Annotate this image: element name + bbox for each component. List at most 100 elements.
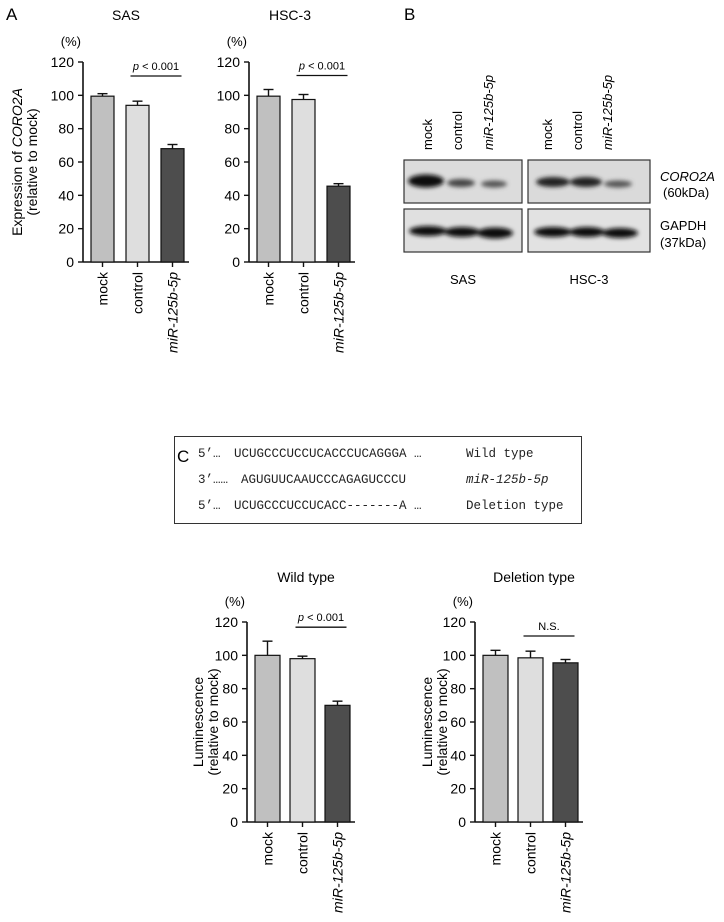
seq-mirna: AGUGUUCAAUCCCAGAGUCCCU: [241, 473, 407, 487]
wb-lane-label: control: [570, 111, 585, 150]
x-tick-label: control: [295, 832, 311, 874]
wb-protein2-label: GAPDH: [660, 218, 706, 233]
wb-lane-label: miR-125b-5p: [600, 75, 615, 150]
y-tick-label: 40: [58, 187, 74, 203]
seq-label-mirna: miR-125b-5p: [466, 473, 549, 487]
y-tick-label: 120: [215, 614, 239, 630]
wb-band: [570, 177, 602, 187]
wb-band: [536, 177, 570, 187]
y-tick-label: 100: [51, 87, 75, 103]
wb-band: [604, 180, 632, 188]
bar: [289, 658, 316, 823]
panel-label-b: B: [404, 5, 415, 24]
y-tick-label: 60: [222, 714, 238, 730]
wb-group-label-hsc3: HSC-3: [569, 272, 608, 287]
y-tick-label: 60: [450, 714, 466, 730]
x-tick-label: mock: [95, 271, 111, 305]
seq-label-deletion-type: Deletion type: [466, 499, 564, 513]
sequence-alignment-box: [174, 436, 582, 524]
wb-band: [602, 228, 638, 238]
wb-group-label-sas: SAS: [450, 272, 476, 287]
y-tick-label: 60: [58, 154, 74, 170]
chart-title: SAS: [112, 7, 140, 23]
y-axis-label-sub: (relative to mock): [434, 668, 450, 775]
y-tick-label: 80: [222, 681, 238, 697]
y-tick-label: 0: [458, 814, 466, 830]
wb-band: [408, 174, 444, 188]
wb-band: [409, 226, 447, 236]
y-tick-label: 80: [58, 121, 74, 137]
wb-protein1-size: (60kDa): [663, 185, 709, 200]
wb-lane-label: mock: [540, 118, 555, 150]
y-axis-label: Expression of CORO2A: [9, 88, 25, 236]
y-tick-label: 20: [58, 221, 74, 237]
x-tick-label: control: [130, 272, 146, 314]
western-blot: mock control miR-125b-5p mock control mi…: [403, 75, 715, 287]
y-tick-label: 40: [222, 747, 238, 763]
wb-band: [444, 227, 480, 237]
y-unit-label: (%): [61, 34, 81, 49]
wb-band: [569, 227, 605, 237]
x-tick-label: mock: [260, 831, 276, 865]
chart-title: HSC-3: [269, 7, 311, 23]
x-tick-label: miR-125b-5p: [165, 272, 181, 353]
wb-protein1-label: CORO2A: [660, 169, 715, 184]
x-tick-label: miR-125b-5p: [558, 832, 574, 913]
y-tick-label: 20: [224, 221, 240, 237]
bar: [517, 657, 544, 823]
significance-label: p < 0.001: [132, 61, 179, 73]
wb-protein2-size: (37kDa): [660, 235, 706, 250]
y-unit-label: (%): [453, 594, 473, 609]
y-tick-label: 40: [450, 747, 466, 763]
x-tick-label: miR-125b-5p: [330, 832, 346, 913]
y-unit-label: (%): [227, 34, 247, 49]
y-axis-label-sub: (relative to mock): [205, 668, 221, 775]
y-axis-label: Luminescence: [419, 677, 435, 767]
panel-label-a: A: [6, 5, 18, 24]
y-tick-label: 20: [222, 781, 238, 797]
bar: [324, 704, 351, 823]
seq-prefix: 3’……: [198, 473, 229, 487]
wb-lane-label: miR-125b-5p: [481, 75, 496, 150]
significance-label: N.S.: [538, 621, 559, 633]
y-tick-label: 0: [230, 814, 238, 830]
y-tick-label: 80: [450, 681, 466, 697]
y-tick-label: 20: [450, 781, 466, 797]
y-tick-label: 60: [224, 154, 240, 170]
wb-band: [481, 180, 507, 188]
bar: [482, 654, 509, 823]
seq-deletion-type: UCUGCCCUCCUCACC-------A …: [234, 499, 422, 513]
y-tick-label: 120: [443, 614, 467, 630]
chart-hsc3-expression: HSC-3 (%) 0 20 40 60 80 100 120 mock control miR-12…: [217, 7, 355, 353]
bar: [552, 662, 579, 823]
wb-lane-label: control: [450, 111, 465, 150]
y-tick-label: 100: [217, 87, 241, 103]
y-axis-label: Luminescence: [190, 677, 206, 767]
y-tick-label: 40: [224, 187, 240, 203]
y-tick-label: 100: [443, 647, 467, 663]
bar: [160, 148, 185, 263]
significance-label: p < 0.001: [297, 612, 344, 624]
seq-prefix: 5’…: [198, 447, 221, 461]
seq-prefix: 5’…: [198, 499, 221, 513]
bar: [90, 95, 115, 263]
bar: [254, 654, 281, 823]
chart-title: Deletion type: [493, 569, 575, 585]
y-tick-label: 120: [217, 54, 241, 70]
chart-title: Wild type: [277, 569, 335, 585]
y-tick-label: 0: [232, 254, 240, 270]
wb-lane-label: mock: [420, 118, 435, 150]
wb-band: [534, 227, 572, 237]
chart-wild-type-luminescence: Wild type (%) Luminescence (relative to moc…: [190, 569, 355, 913]
y-unit-label: (%): [225, 594, 245, 609]
y-tick-label: 120: [51, 54, 75, 70]
bar: [291, 98, 316, 263]
x-tick-label: miR-125b-5p: [331, 272, 347, 353]
wb-band: [477, 227, 513, 239]
y-tick-label: 100: [215, 647, 239, 663]
x-tick-label: control: [296, 272, 312, 314]
x-tick-label: control: [523, 832, 539, 874]
y-tick-label: 0: [66, 254, 74, 270]
seq-label-wild-type: Wild type: [466, 447, 534, 461]
